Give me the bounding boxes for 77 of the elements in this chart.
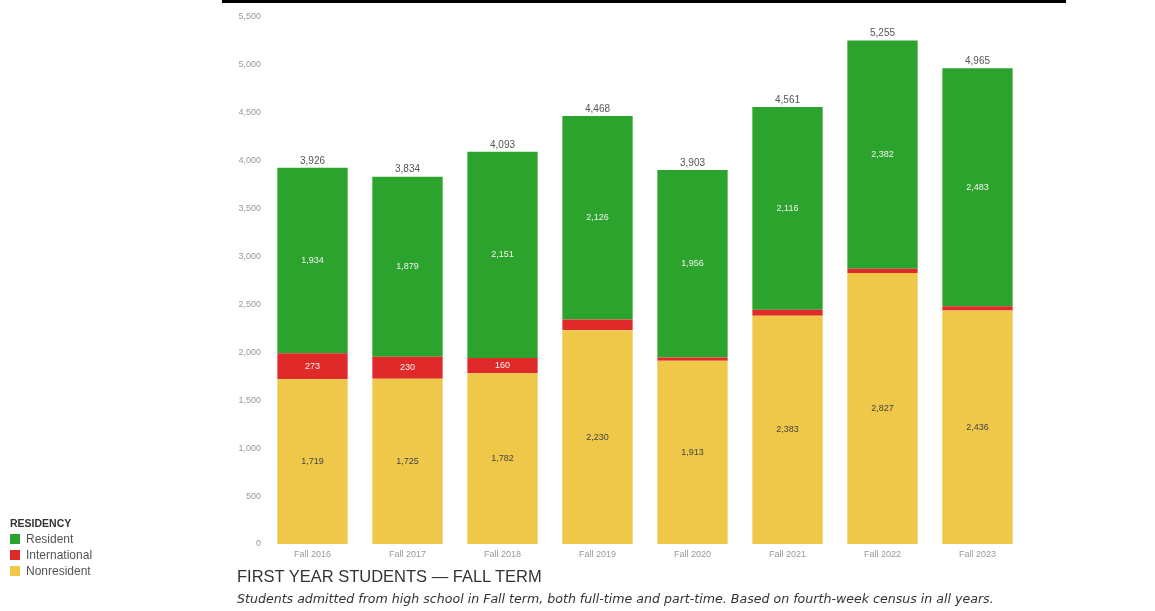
bar bbox=[942, 310, 1013, 544]
x-tick-label: Fall 2019 bbox=[578, 548, 617, 559]
x-tick-label: Fall 2018 bbox=[483, 548, 522, 559]
y-tick-label: 2,000 bbox=[238, 346, 261, 357]
data-label: 2,116 bbox=[776, 202, 799, 213]
bar bbox=[372, 356, 443, 379]
x-tick-label: Fall 2023 bbox=[958, 548, 997, 559]
y-tick-label: 1,500 bbox=[238, 394, 261, 405]
legend-label: Resident bbox=[26, 532, 74, 546]
bar bbox=[277, 167, 348, 354]
x-tick-label: Fall 2017 bbox=[388, 548, 427, 559]
bar bbox=[277, 379, 348, 544]
data-label: 1,913 bbox=[681, 446, 704, 457]
data-label: 1,956 bbox=[681, 258, 704, 269]
bar bbox=[847, 268, 918, 274]
data-label: 1,879 bbox=[396, 261, 419, 272]
data-label: 2,383 bbox=[776, 424, 799, 435]
bar bbox=[372, 176, 443, 357]
bar bbox=[562, 115, 633, 320]
x-tick-label: Fall 2016 bbox=[293, 548, 332, 559]
data-label: 2,230 bbox=[586, 431, 609, 442]
y-tick-label: 500 bbox=[245, 490, 261, 501]
legend-label: International bbox=[26, 548, 93, 562]
x-tick-label: Fall 2020 bbox=[673, 548, 712, 559]
data-label: 2,151 bbox=[491, 249, 514, 260]
text: FIRST YEAR STUDENTS — FALL TERM bbox=[237, 567, 542, 586]
y-tick-label: 2,500 bbox=[238, 298, 261, 309]
bar bbox=[562, 319, 633, 331]
legend-title: RESIDENCY bbox=[10, 517, 73, 529]
total-label: 4,965 bbox=[964, 55, 991, 67]
total-label: 4,093 bbox=[489, 138, 516, 150]
bar bbox=[372, 378, 443, 544]
data-label: 1,934 bbox=[301, 254, 324, 265]
data-label: 1,719 bbox=[301, 456, 324, 467]
bar bbox=[562, 330, 633, 544]
y-tick-label: 5,000 bbox=[238, 59, 261, 70]
data-label: 230 bbox=[399, 362, 416, 373]
x-tick-label: Fall 2022 bbox=[863, 548, 902, 559]
bar bbox=[657, 357, 728, 361]
bar bbox=[847, 40, 918, 269]
bar bbox=[277, 353, 348, 380]
bar bbox=[467, 373, 538, 544]
text: Students admitted from high school in Fall term, both full-time and part-time. Based on fourth-week census in all years. bbox=[237, 591, 994, 606]
y-tick-label: 3,000 bbox=[238, 251, 261, 262]
bar bbox=[657, 360, 728, 544]
legend-label: Nonresident bbox=[26, 564, 91, 578]
total-label: 5,255 bbox=[869, 27, 896, 39]
data-label: 2,382 bbox=[871, 149, 894, 160]
bar bbox=[752, 315, 823, 544]
total-label: 3,834 bbox=[394, 163, 421, 175]
data-label: 2,827 bbox=[871, 403, 894, 414]
total-label: 3,903 bbox=[679, 156, 706, 168]
bar bbox=[942, 68, 1013, 307]
x-tick-label: Fall 2021 bbox=[768, 548, 807, 559]
y-tick-label: 5,500 bbox=[238, 11, 261, 22]
total-label: 3,926 bbox=[299, 154, 326, 166]
y-tick-label: 1,000 bbox=[238, 442, 261, 453]
y-tick-label: 0 bbox=[255, 538, 261, 549]
bar bbox=[467, 151, 538, 358]
bar bbox=[467, 357, 538, 374]
data-label: 2,126 bbox=[586, 212, 609, 223]
total-label: 4,561 bbox=[774, 93, 801, 105]
bar bbox=[942, 306, 1013, 311]
data-label: 273 bbox=[304, 360, 321, 371]
y-tick-label: 4,500 bbox=[238, 107, 261, 118]
data-label: 2,483 bbox=[966, 181, 989, 192]
bar bbox=[752, 309, 823, 316]
y-tick-label: 4,000 bbox=[238, 155, 261, 166]
y-tick-label: 3,500 bbox=[238, 203, 261, 214]
bar bbox=[847, 273, 918, 544]
data-label: 2,436 bbox=[966, 421, 989, 432]
total-label: 4,468 bbox=[584, 102, 611, 114]
bar bbox=[752, 106, 823, 310]
bar bbox=[657, 170, 728, 358]
data-label: 160 bbox=[494, 360, 511, 371]
data-label: 1,725 bbox=[396, 455, 419, 466]
data-label: 1,782 bbox=[491, 453, 514, 464]
